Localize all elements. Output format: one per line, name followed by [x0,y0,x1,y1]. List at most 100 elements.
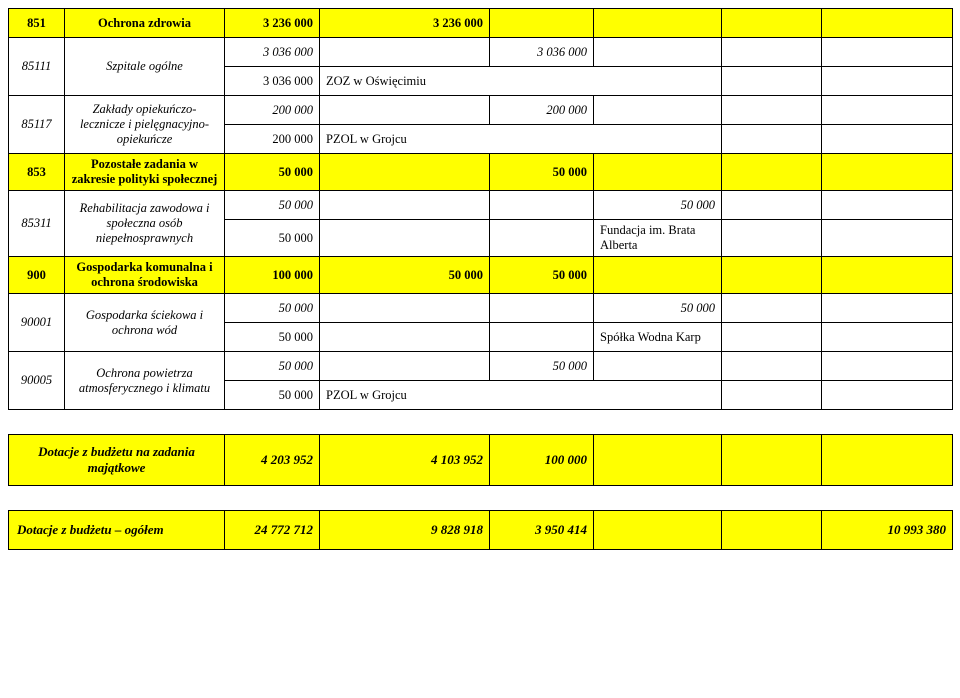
empty [822,9,953,38]
label: Ochrona powietrza atmosferycznego i klim… [65,352,225,410]
empty [320,220,490,257]
empty [822,38,953,67]
label: Dotacje z budżetu – ogółem [9,511,225,550]
empty [594,257,722,294]
empty [822,352,953,381]
v3: 50 000 [490,154,594,191]
empty [594,38,722,67]
empty [320,154,490,191]
summary-majatkowe: Dotacje z budżetu na zadania majątkowe 4… [9,435,953,486]
label: Gospodarka komunalna i ochrona środowisk… [65,257,225,294]
row-851: 851 Ochrona zdrowia 3 236 000 3 236 000 [9,9,953,38]
budget-table: 851 Ochrona zdrowia 3 236 000 3 236 000 … [8,8,953,550]
label: Dotacje z budżetu na zadania majątkowe [9,435,225,486]
v3: 50 000 [490,352,594,381]
empty [822,381,953,410]
label: Gospodarka ściekowa i ochrona wód [65,294,225,352]
empty [722,96,822,125]
row-90005-line1: 90005 Ochrona powietrza atmosferycznego … [9,352,953,381]
code: 90001 [9,294,65,352]
v1: 50 000 [225,154,320,191]
empty [490,323,594,352]
v2: 9 828 918 [320,511,490,550]
summary-ogolem: Dotacje z budżetu – ogółem 24 772 712 9 … [9,511,953,550]
empty [822,67,953,96]
empty [722,381,822,410]
empty [320,323,490,352]
v2: 50 000 [320,257,490,294]
v1: 200 000 [225,96,320,125]
label: Pozostałe zadania w zakresie polityki sp… [65,154,225,191]
row-90001-line1: 90001 Gospodarka ściekowa i ochrona wód … [9,294,953,323]
code: 85311 [9,191,65,257]
val1: 3 236 000 [225,9,320,38]
empty [490,220,594,257]
empty [822,125,953,154]
desc: ZOZ w Oświęcimiu [320,67,722,96]
v1: 3 036 000 [225,67,320,96]
v1: 50 000 [225,381,320,410]
row-85311-line1: 85311 Rehabilitacja zawodowa i społeczna… [9,191,953,220]
v1: 50 000 [225,191,320,220]
desc: PZOL w Grojcu [320,125,722,154]
label: Zakłady opiekuńczo-lecznicze i pielęgnac… [65,96,225,154]
empty [722,154,822,191]
val2: 3 236 000 [320,9,490,38]
empty [320,96,490,125]
empty [320,352,490,381]
row-853: 853 Pozostałe zadania w zakresie polityk… [9,154,953,191]
empty [594,511,722,550]
v3: 3 950 414 [490,511,594,550]
empty [320,38,490,67]
empty [490,294,594,323]
empty [822,96,953,125]
empty [722,220,822,257]
v1: 50 000 [225,220,320,257]
empty [722,294,822,323]
v1: 4 203 952 [225,435,320,486]
empty [722,257,822,294]
v1: 3 036 000 [225,38,320,67]
v4: 50 000 [594,191,722,220]
empty [594,96,722,125]
empty [822,191,953,220]
spacer [9,486,953,511]
empty [822,154,953,191]
v1: 50 000 [225,323,320,352]
code: 900 [9,257,65,294]
desc: Fundacja im. Brata Alberta [594,220,722,257]
desc: Spółka Wodna Karp [594,323,722,352]
empty [722,67,822,96]
empty [722,9,822,38]
v1: 50 000 [225,294,320,323]
empty [722,435,822,486]
code: 85117 [9,96,65,154]
v3: 50 000 [490,257,594,294]
v4: 50 000 [594,294,722,323]
empty [594,435,722,486]
code: 851 [9,9,65,38]
empty [822,323,953,352]
v5: 10 993 380 [822,511,953,550]
empty [594,154,722,191]
v1: 200 000 [225,125,320,154]
row-85117-line1: 85117 Zakłady opiekuńczo-lecznicze i pie… [9,96,953,125]
empty [822,294,953,323]
empty [594,9,722,38]
desc: PZOL w Grojcu [320,381,722,410]
v3: 100 000 [490,435,594,486]
code: 90005 [9,352,65,410]
empty [822,220,953,257]
empty [722,352,822,381]
v2: 4 103 952 [320,435,490,486]
row-900: 900 Gospodarka komunalna i ochrona środo… [9,257,953,294]
label: Szpitale ogólne [65,38,225,96]
empty [490,9,594,38]
empty [320,294,490,323]
code: 853 [9,154,65,191]
v1: 100 000 [225,257,320,294]
v1: 50 000 [225,352,320,381]
empty [722,191,822,220]
label: Ochrona zdrowia [65,9,225,38]
row-85111-line1: 85111 Szpitale ogólne 3 036 000 3 036 00… [9,38,953,67]
